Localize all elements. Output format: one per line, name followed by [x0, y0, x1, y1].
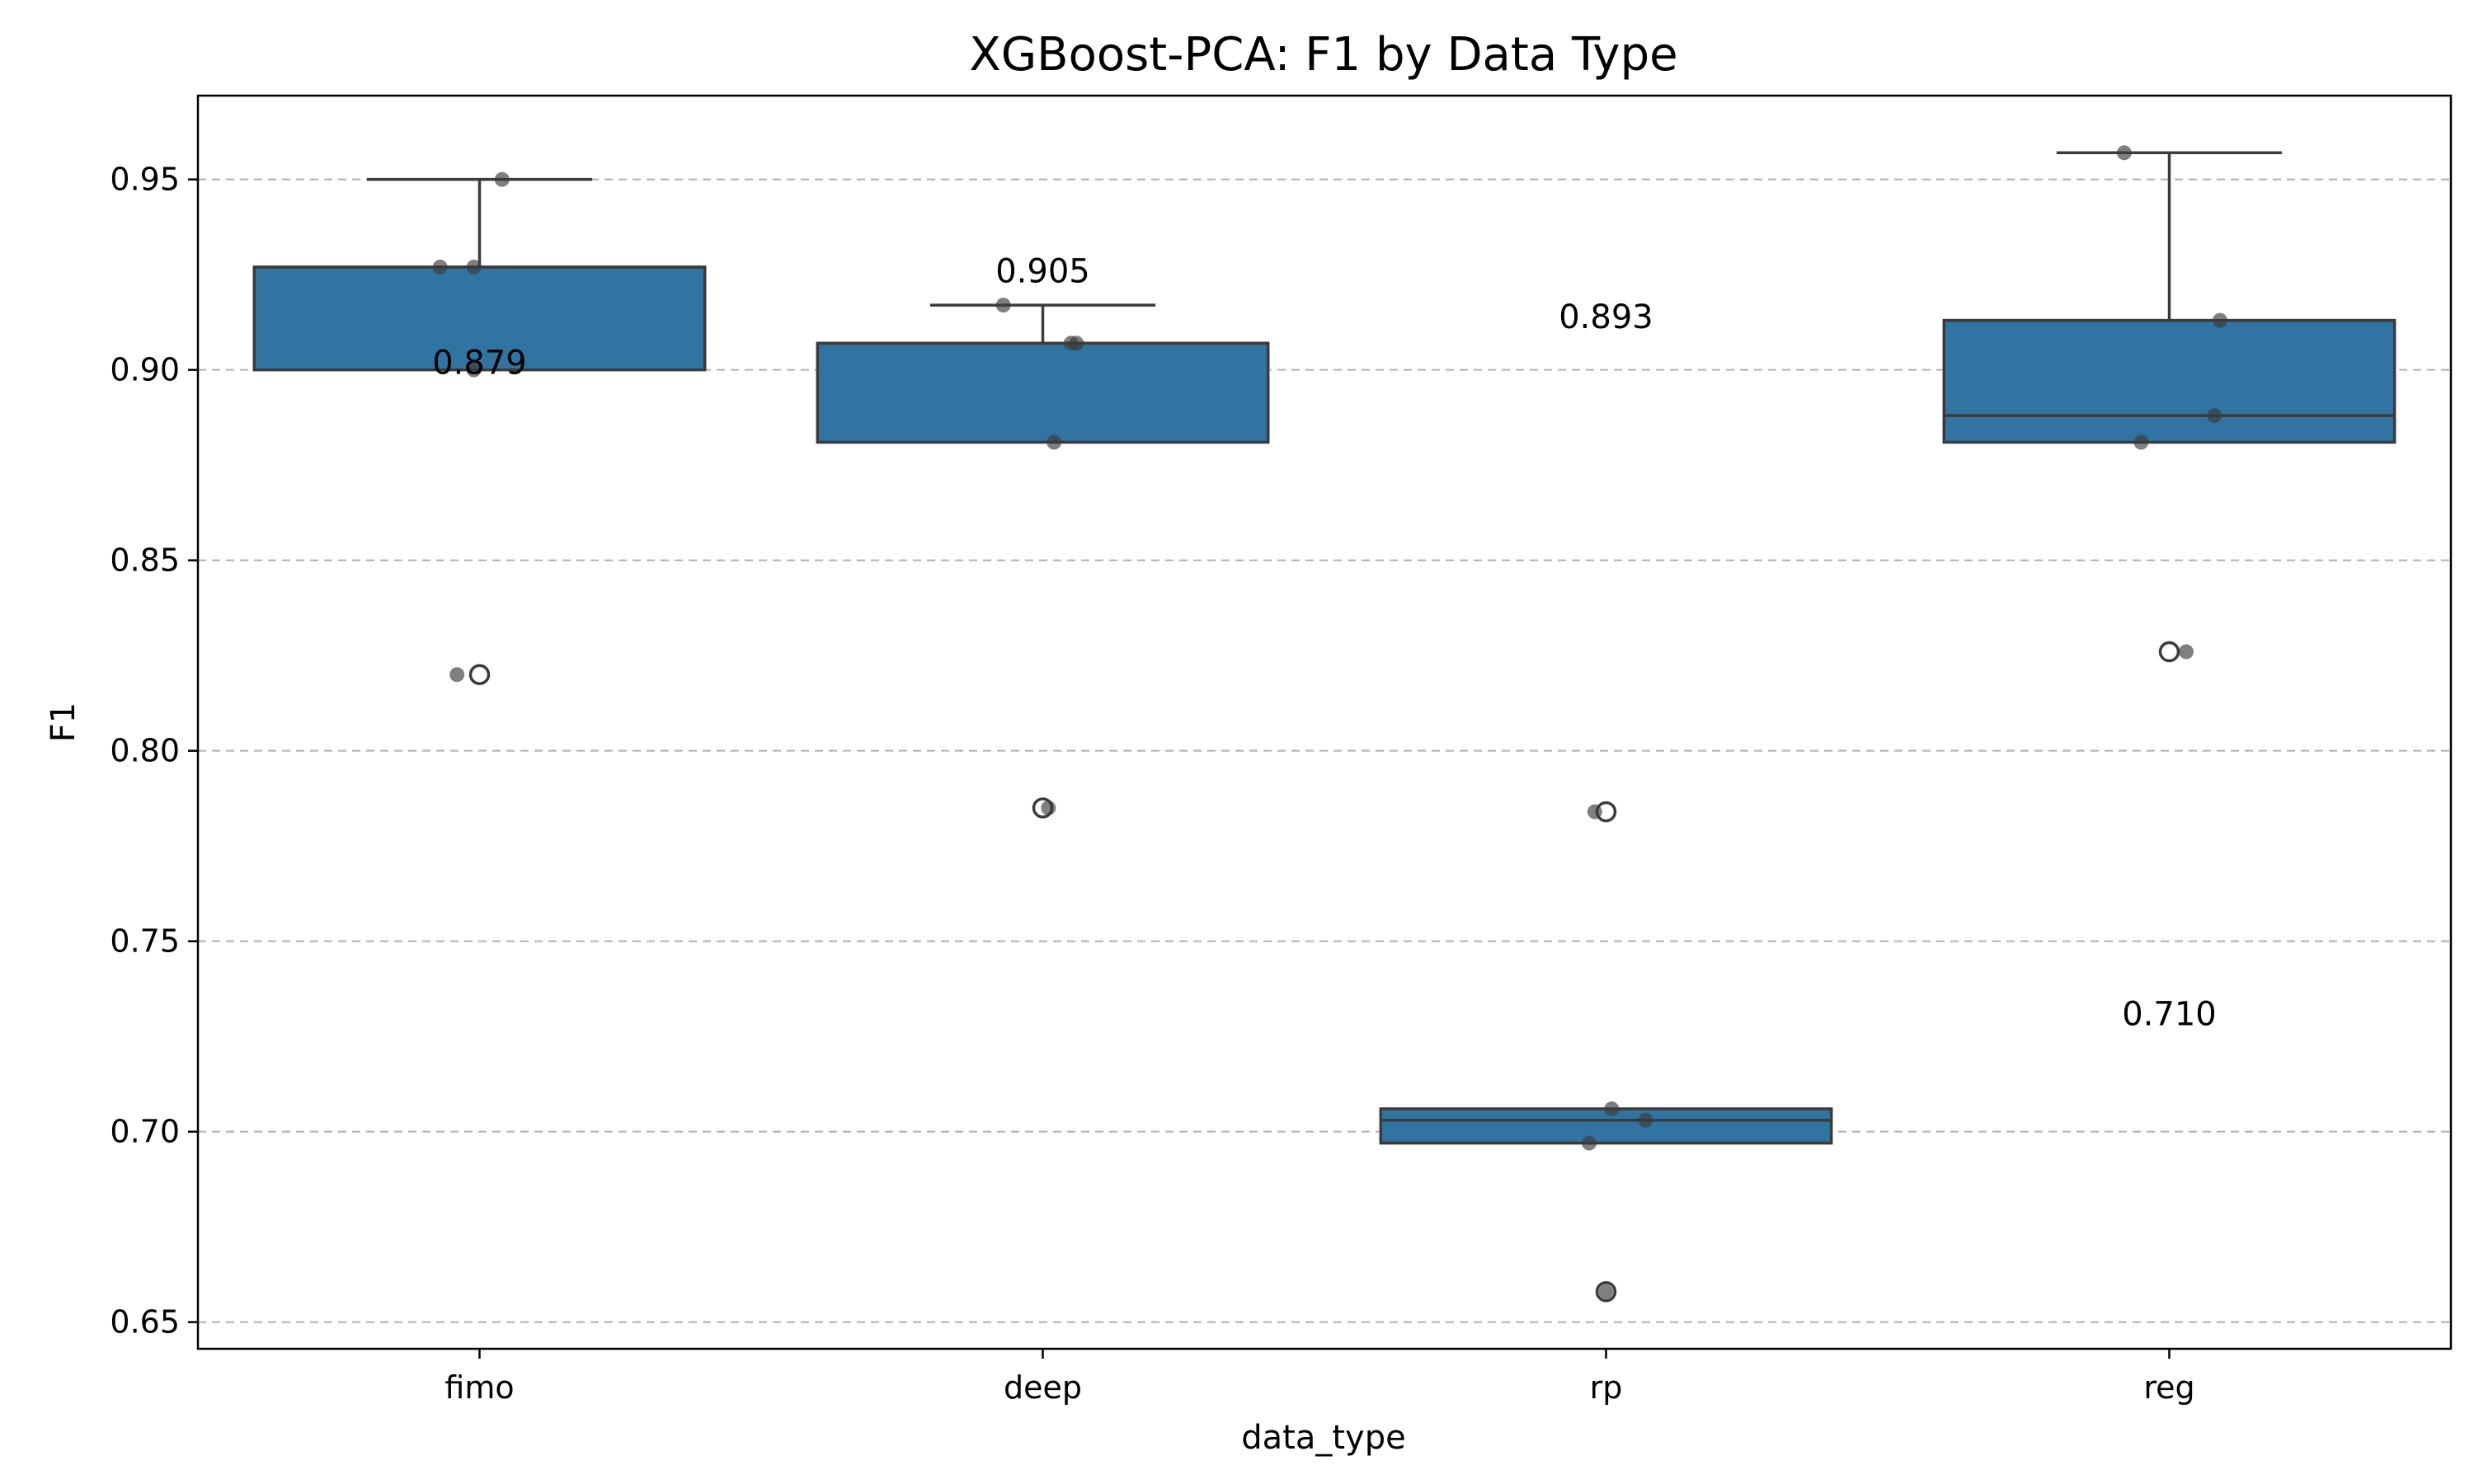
- y-axis-ticks: 0.65 0.70 0.75 0.80 0.85 0.90 0.95: [110, 162, 198, 1341]
- point-layer: [432, 145, 2227, 1299]
- iqr-box: [1942, 318, 2396, 444]
- data-point: [2212, 312, 2227, 328]
- data-point: [466, 362, 482, 378]
- y-tick-label: 0.65: [110, 1304, 180, 1341]
- box-fimo: [252, 177, 707, 685]
- y-tick-label: 0.85: [110, 542, 180, 579]
- data-point: [1041, 800, 1056, 815]
- iqr-box: [1379, 1107, 1833, 1145]
- y-tick-label: 0.95: [110, 162, 180, 198]
- y-tick-label: 0.75: [110, 923, 180, 960]
- data-point: [1582, 1135, 1597, 1151]
- outlier-marker: [2158, 641, 2180, 663]
- x-axis-ticks: fimo deep rp reg: [444, 1349, 2195, 1406]
- grid-lines: [198, 178, 2451, 1323]
- iqr-box: [252, 265, 707, 372]
- data-point: [432, 259, 448, 275]
- outlier-marker: [468, 664, 491, 685]
- data-point: [2133, 434, 2149, 450]
- y-axis-label: F1: [45, 702, 82, 742]
- chart-title: XGBoost-PCA: F1 by Data Type: [969, 28, 1677, 82]
- annotation-label: 0.879: [432, 344, 527, 382]
- box-deep: [816, 303, 1270, 819]
- annotation-label: 0.710: [2122, 995, 2217, 1033]
- data-point: [2116, 145, 2132, 161]
- annotation-layer: 0.879 0.905 0.893 0.710: [432, 253, 2217, 1034]
- x-tick-label: reg: [2143, 1369, 2194, 1406]
- data-point: [1587, 804, 1602, 819]
- annotation-label: 0.893: [1559, 298, 1653, 336]
- annotation-label: 0.905: [995, 253, 1090, 291]
- plot-frame: [196, 94, 2453, 1350]
- data-point: [2178, 644, 2194, 660]
- data-point: [1598, 1284, 1614, 1299]
- iqr-box: [816, 341, 1270, 444]
- y-tick-label: 0.80: [110, 733, 180, 769]
- data-point: [1604, 1101, 1620, 1116]
- outlier-marker: [1595, 1280, 1617, 1303]
- box-reg: [1942, 151, 2396, 663]
- box-rp: [1379, 801, 1833, 1303]
- data-point: [1638, 1112, 1653, 1128]
- data-point: [2207, 408, 2222, 424]
- data-point: [1047, 434, 1062, 450]
- data-point: [494, 171, 510, 187]
- x-tick-label: deep: [1004, 1369, 1082, 1406]
- y-tick-label: 0.90: [110, 352, 180, 388]
- y-tick-label: 0.70: [110, 1114, 180, 1150]
- x-tick-label: rp: [1590, 1369, 1623, 1406]
- data-point: [995, 298, 1011, 313]
- data-point: [449, 667, 465, 683]
- data-point: [466, 259, 482, 275]
- x-tick-label: fimo: [444, 1369, 514, 1406]
- box-layer: [252, 151, 2396, 1303]
- data-point: [1069, 336, 1084, 351]
- x-axis-label: data_type: [1241, 1419, 1405, 1457]
